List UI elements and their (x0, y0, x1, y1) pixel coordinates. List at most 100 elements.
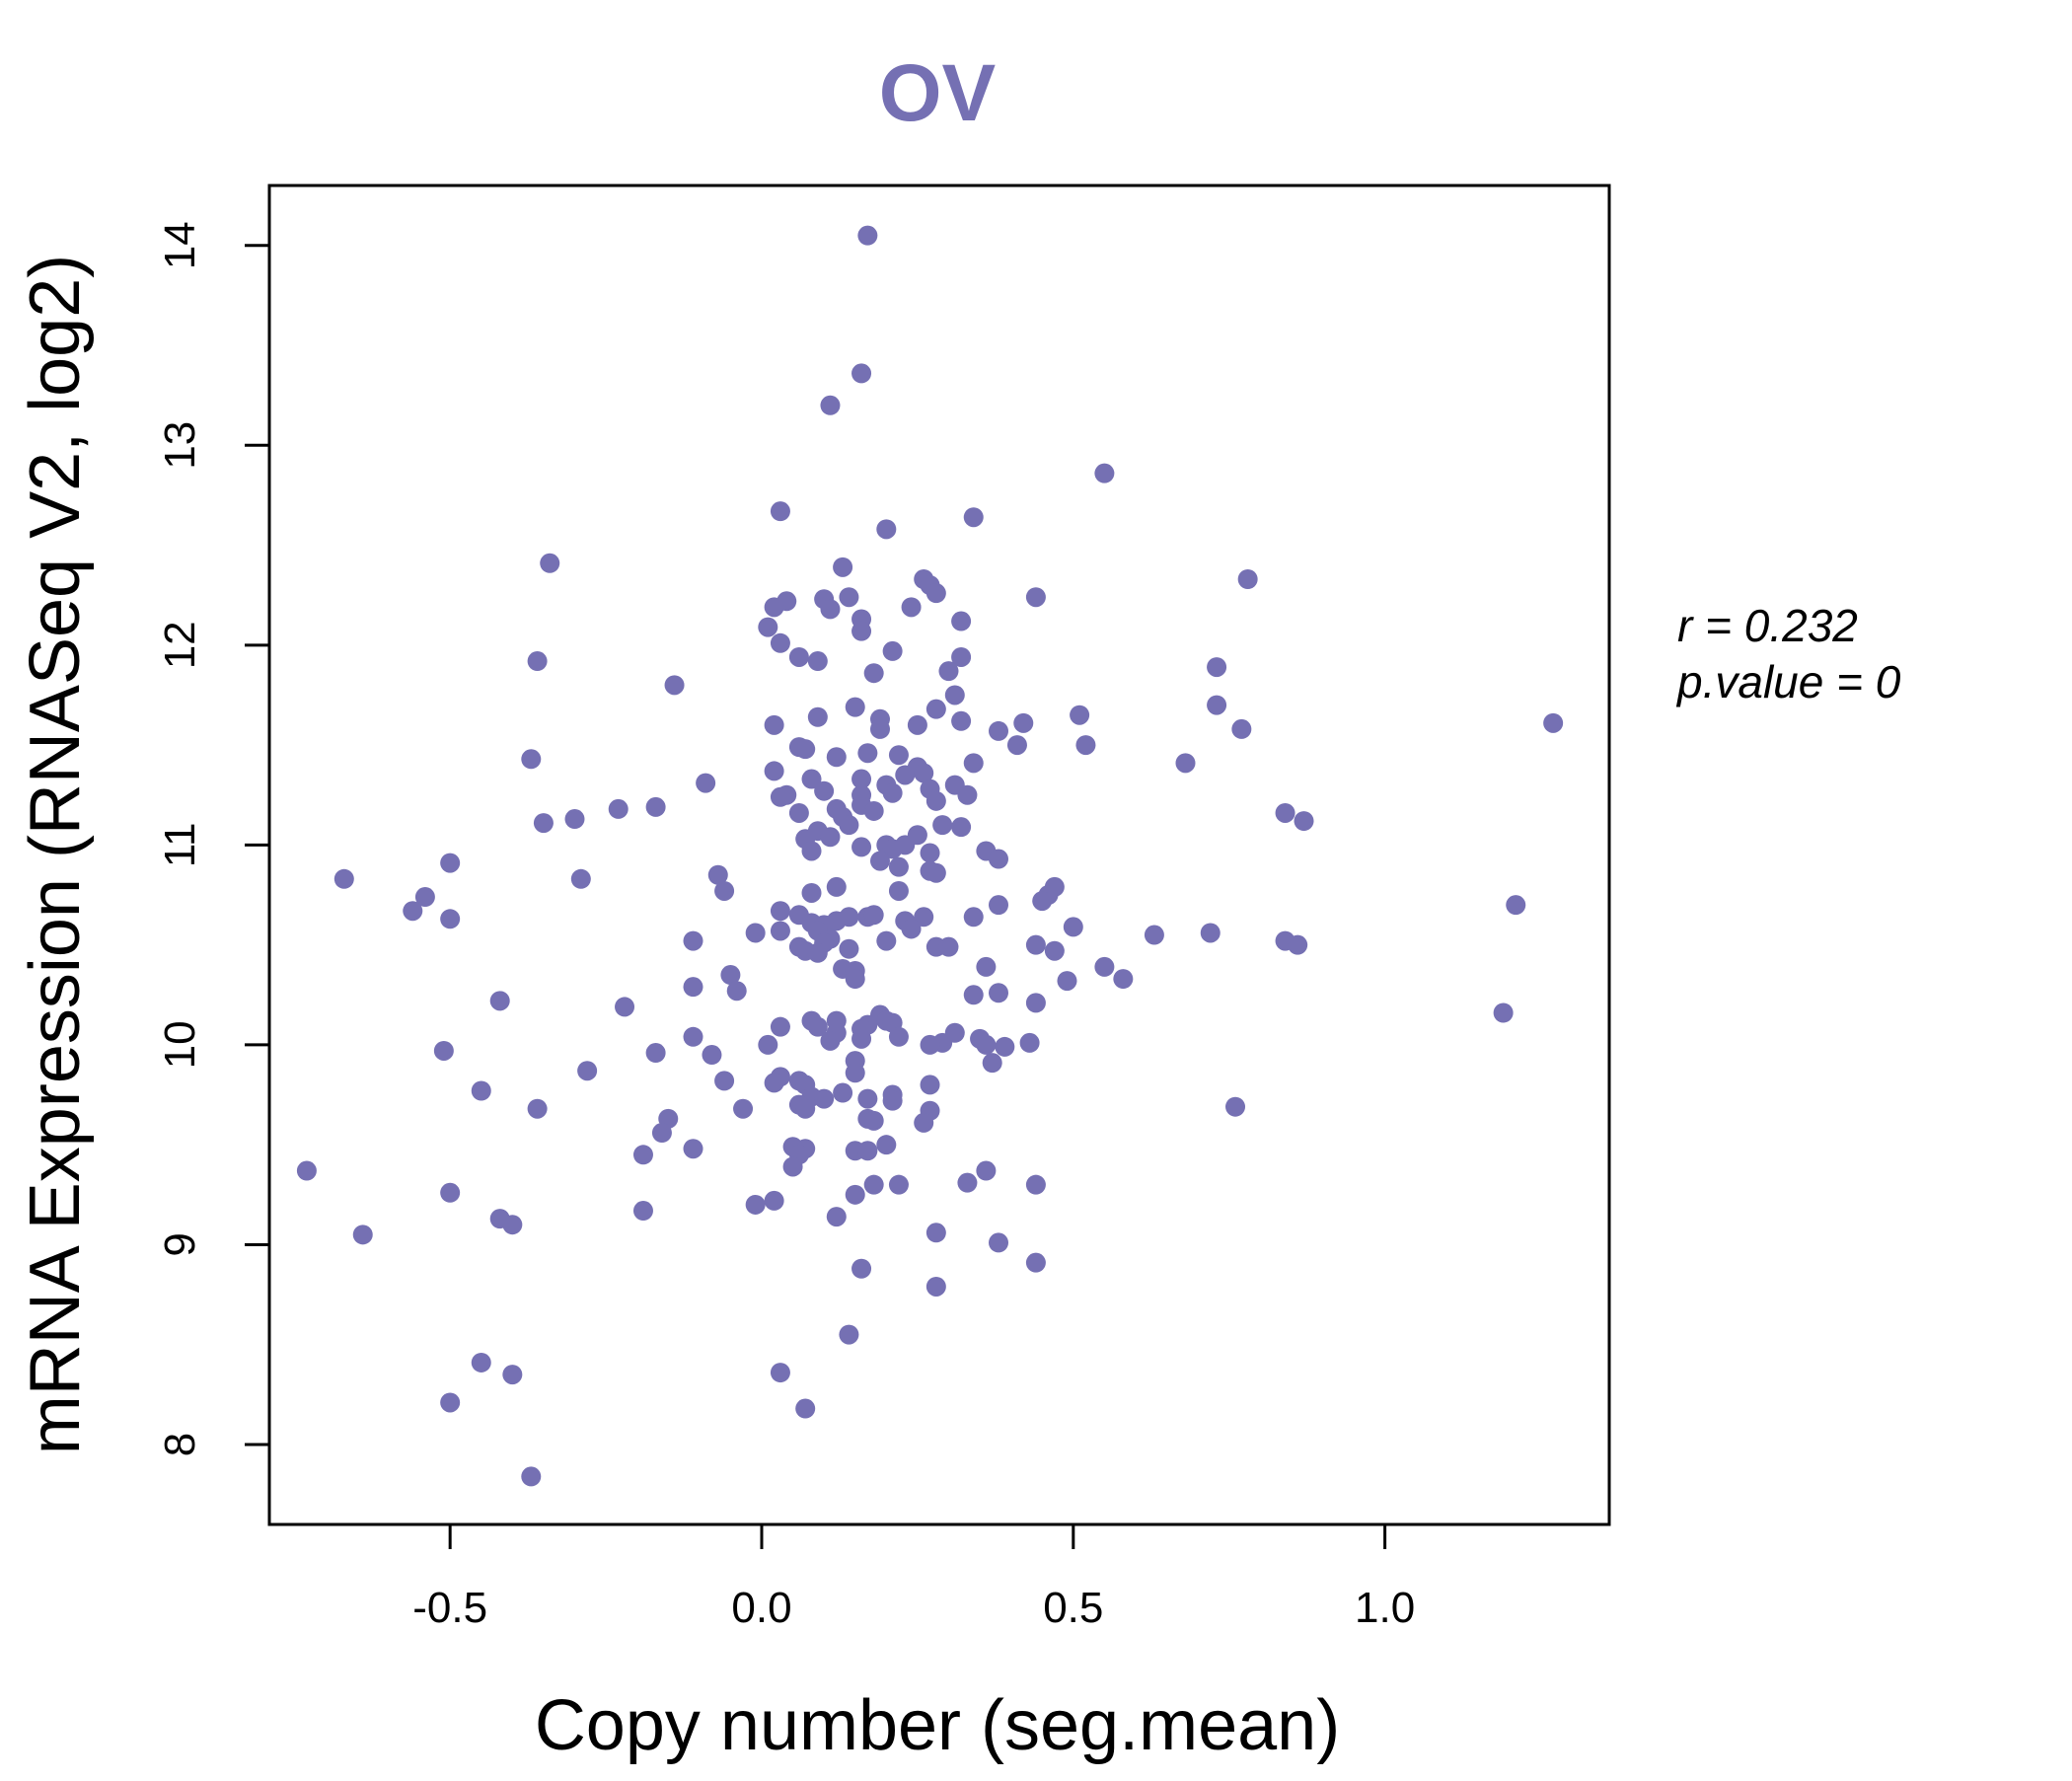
data-point (976, 1160, 997, 1181)
data-point (333, 868, 354, 889)
data-point (807, 706, 828, 727)
data-point (714, 1071, 735, 1091)
data-point (876, 1135, 897, 1155)
y-tick-label: 9 (156, 1232, 204, 1256)
data-point (527, 651, 548, 672)
data-point (440, 909, 461, 929)
data-point (527, 1098, 548, 1119)
data-point (489, 991, 510, 1011)
data-point (957, 784, 978, 805)
data-point (888, 880, 909, 901)
data-point (1006, 735, 1027, 756)
data-point (882, 839, 903, 859)
x-axis: -0.5 0.0 0.5 1.0 (412, 1524, 1415, 1632)
x-tick-label: 0.0 (731, 1584, 791, 1632)
y-tick-label: 8 (156, 1433, 204, 1456)
data-point (1207, 657, 1227, 678)
data-point (989, 720, 1009, 741)
data-point (788, 802, 809, 823)
data-point (770, 1363, 790, 1383)
data-point (471, 1352, 491, 1373)
data-point (764, 1190, 784, 1211)
data-point (869, 718, 890, 739)
data-point (1144, 925, 1164, 945)
data-point (932, 815, 953, 836)
x-tick-label: -0.5 (412, 1584, 487, 1632)
data-point (726, 981, 747, 1002)
data-point (1200, 923, 1221, 943)
data-point (989, 1232, 1009, 1253)
data-point (995, 1036, 1015, 1057)
data-point (1025, 587, 1046, 608)
data-point (770, 921, 790, 941)
data-point (770, 786, 790, 807)
plot-frame (267, 184, 1611, 1526)
data-point (788, 646, 809, 667)
data-point (577, 1061, 598, 1081)
data-point (851, 769, 872, 789)
data-point (925, 1223, 946, 1243)
data-point (570, 868, 591, 889)
data-point (352, 1224, 373, 1245)
data-point (296, 1160, 317, 1181)
data-point (963, 985, 984, 1005)
data-point (770, 901, 790, 922)
data-point (863, 1174, 884, 1195)
data-point (683, 930, 703, 951)
data-point (764, 597, 784, 618)
data-point (833, 1082, 853, 1103)
data-point (770, 501, 790, 522)
data-point (1237, 568, 1258, 589)
data-point (869, 851, 890, 871)
data-point (807, 1016, 828, 1037)
plot-title: OV (879, 48, 997, 138)
data-point (951, 710, 972, 731)
data-point (820, 1030, 841, 1051)
data-point (1231, 718, 1252, 739)
y-tick-label: 10 (156, 1020, 204, 1069)
data-point (807, 942, 828, 963)
data-point (876, 930, 897, 951)
data-point (951, 817, 972, 838)
data-point (782, 1156, 803, 1177)
data-point (1275, 802, 1295, 823)
data-point (976, 1034, 997, 1055)
data-point (851, 363, 872, 384)
data-point (1506, 895, 1526, 916)
data-point (1070, 705, 1090, 725)
data-point (882, 640, 903, 661)
data-point (440, 1182, 461, 1203)
data-point (907, 714, 927, 735)
data-point (963, 907, 984, 928)
data-point (632, 1201, 653, 1222)
data-point (714, 880, 735, 901)
data-point (920, 1075, 940, 1095)
data-point (925, 699, 946, 719)
data-point (914, 1112, 934, 1133)
data-point (882, 782, 903, 803)
data-point (989, 849, 1009, 869)
correlation-r: r = 0.232 (1677, 600, 1858, 651)
data-point (683, 1026, 703, 1047)
p-value: p.value = 0 (1675, 656, 1901, 707)
data-point (938, 661, 959, 682)
data-point (1094, 463, 1115, 483)
data-point (963, 507, 984, 528)
data-point (1025, 1174, 1046, 1195)
data-point (951, 611, 972, 631)
x-tick-label: 0.5 (1043, 1584, 1103, 1632)
data-point (1175, 753, 1196, 774)
data-point (814, 780, 835, 801)
data-point (645, 796, 666, 817)
data-point (944, 685, 965, 705)
data-point (851, 837, 872, 857)
x-axis-label: Copy number (seg.mean) (535, 1686, 1340, 1765)
data-point (770, 1016, 790, 1037)
data-point (857, 1141, 878, 1161)
data-point (826, 747, 847, 768)
data-point (963, 753, 984, 774)
data-point (851, 1028, 872, 1049)
data-point (1025, 934, 1046, 955)
data-point (764, 714, 784, 735)
